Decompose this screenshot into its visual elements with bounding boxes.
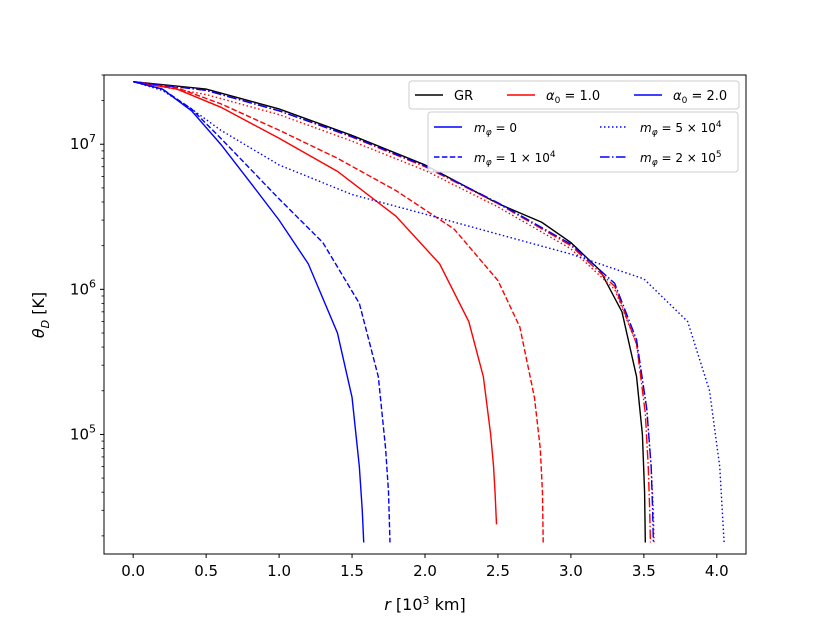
x-tick-label-2: 1.0 [267,562,291,580]
series-line-6 [133,80,391,543]
y-tick-label-2: 107 [70,132,96,153]
x-tick-label-0: 0.0 [121,562,145,580]
x-axis-label: r [103 km] [384,594,465,614]
x-tick-label-6: 3.0 [559,562,583,580]
y-axis-label: θD [K] [29,292,52,338]
series-line-2 [133,80,544,543]
series-line-1 [133,80,498,525]
legend-label-gr: GR [454,89,473,104]
legend-style: mφ = 0 mφ = 5 × 104 mφ = 1 × 104 mφ = 2 … [427,111,739,173]
legend-label-m1e4: mφ = 1 × 104 [474,150,556,168]
ticks-layer: 0.0 0.5 1.0 1.5 2.0 2.5 3.0 3.5 4.0 105 106 107 [70,74,729,580]
x-tick-label-1: 0.5 [194,562,218,580]
series-line-8 [133,80,655,543]
x-tick-label-5: 2.5 [486,562,510,580]
legend-label-m5e4: mφ = 5 × 104 [640,120,722,138]
series-layer [132,80,725,543]
x-tick-label-4: 2.0 [413,562,437,580]
y-tick-label-0: 105 [70,422,96,443]
legend-label-m2e5: mφ = 2 × 105 [640,150,722,168]
x-tick-label-3: 1.5 [340,562,364,580]
y-tick-label-1: 106 [70,277,96,298]
x-tick-label-8: 4.0 [705,562,729,580]
legend-color: GR α0 = 1.0 α0 = 2.0 [408,80,740,110]
legend-style-box [427,111,739,173]
series-line-7 [132,80,725,543]
series-line-0 [133,80,647,543]
x-tick-label-7: 3.5 [632,562,656,580]
legend-color-box [408,80,740,110]
legend-label-alpha2: α0 = 2.0 [673,89,727,106]
series-line-5 [133,80,365,543]
legend-label-alpha1: α0 = 1.0 [546,89,600,106]
legend-label-m0: mφ = 0 [474,121,517,138]
